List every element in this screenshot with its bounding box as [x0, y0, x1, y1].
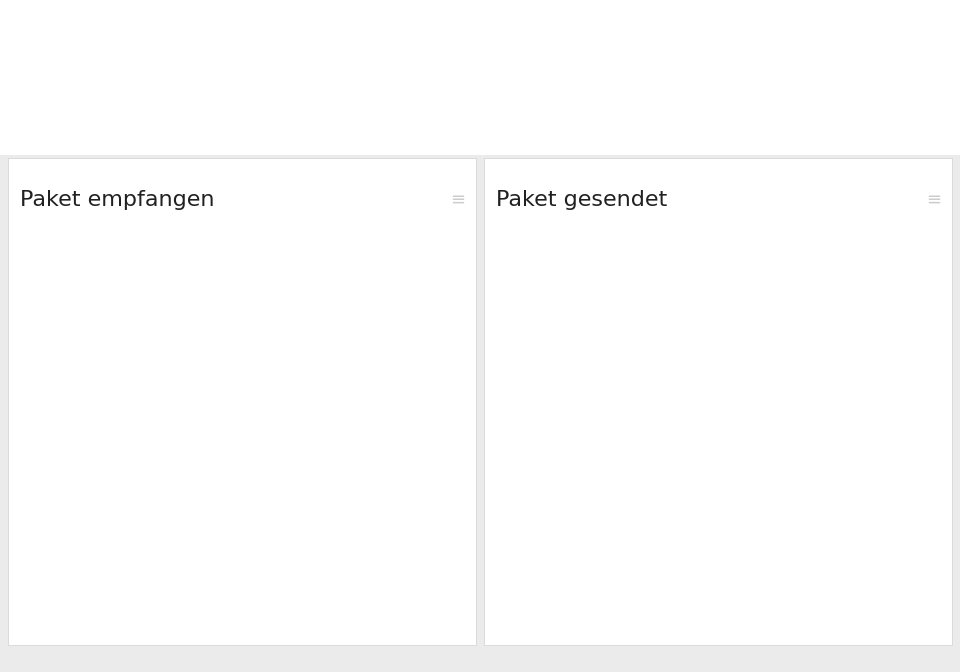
Text: cisco2081.csez.zohocorpin.com: cisco2081.csez.zohocorpin.com	[72, 72, 304, 87]
Y-axis label: Pro Sekunde: Pro Sekunde	[491, 372, 503, 456]
Bar	[914, 8, 945, 46]
Text: ≡: ≡	[926, 191, 942, 209]
Text: Leistungsindikatoren: Leistungsindikatoren	[195, 110, 348, 124]
Text: ◆: ◆	[379, 73, 390, 87]
Text: Netzwerkgerät: Netzwerkgerät	[292, 72, 400, 87]
Text: ↑: ↑	[24, 21, 48, 49]
Text: ≡: ≡	[450, 191, 466, 209]
Text: 3Com 8000 Access Point: 3Com 8000 Access Point	[72, 19, 473, 46]
Text: Schnittstellendetails: Schnittstellendetails	[545, 110, 723, 124]
Text: Schnittstellen: Schnittstellen	[405, 110, 506, 124]
Text: ▾: ▾	[926, 20, 933, 34]
Circle shape	[12, 9, 61, 59]
Text: Paket empfangen: Paket empfangen	[20, 190, 214, 210]
Text: ≡: ≡	[432, 22, 450, 42]
Text: Paket gesendet: Paket gesendet	[496, 190, 667, 210]
Text: Letzte 24 Stunden: Letzte 24 Stunden	[703, 19, 837, 34]
Text: Geräteleistung: Geräteleistung	[12, 110, 121, 124]
Y-axis label: Pro Sekunde: Pro Sekunde	[14, 372, 28, 456]
Text: ✕: ✕	[802, 108, 817, 126]
